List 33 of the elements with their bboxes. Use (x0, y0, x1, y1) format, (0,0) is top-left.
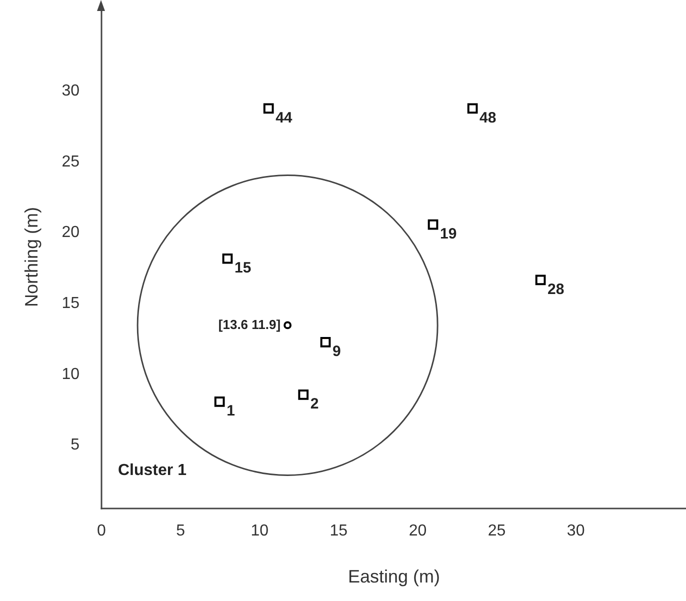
x-tick-label: 30 (566, 522, 585, 540)
x-tick-label: 25 (488, 522, 506, 540)
point (263, 103, 274, 114)
point (320, 337, 331, 348)
point (428, 219, 438, 230)
point (467, 103, 478, 114)
y-tick-label: 5 (70, 436, 80, 454)
x-tick-label: 0 (97, 522, 106, 540)
annotation: Cluster 1 (118, 462, 187, 479)
annotation: 9 (332, 343, 341, 360)
y-tick-label: 30 (62, 82, 80, 100)
annotation: 2 (310, 396, 319, 413)
annotation: [13.6 11.9] (218, 317, 281, 332)
annotation: 15 (234, 260, 252, 277)
y-tick-label: 15 (62, 295, 80, 312)
x-tick-label: 20 (408, 522, 427, 540)
point (214, 396, 225, 407)
x-tick-label: 15 (330, 522, 348, 540)
point (535, 274, 546, 286)
x-axis-title: Easting (m) (348, 566, 440, 586)
annotation: 1 (226, 402, 235, 420)
y-axis-title: Northing (m) (22, 206, 42, 308)
annotation: 28 (548, 280, 564, 298)
x-tick-label: 5 (176, 522, 186, 540)
x-tick-label: 10 (250, 522, 269, 540)
annotation: 44 (276, 109, 293, 126)
annotation: 48 (480, 109, 496, 126)
y-tick-label: 10 (62, 366, 80, 383)
annotation: 19 (440, 226, 457, 243)
y-tick-label: 20 (62, 224, 80, 242)
point (298, 389, 309, 400)
point (222, 253, 233, 264)
y-tick-label: 25 (62, 153, 80, 170)
